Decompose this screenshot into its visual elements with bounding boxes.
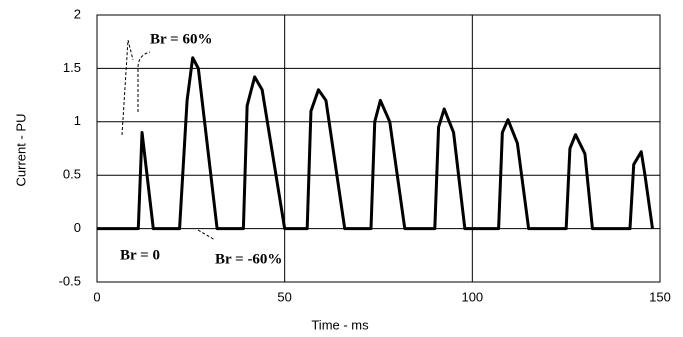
series-line: [97, 56, 654, 231]
annotation: Br = 60%: [150, 31, 212, 47]
y-tick-label: 0: [74, 220, 81, 235]
x-tick-label: 100: [461, 289, 483, 304]
x-tick-label: 150: [649, 289, 671, 304]
y-tick-label: 2: [74, 6, 81, 21]
x-tick-label: 50: [277, 289, 291, 304]
x-axis-label: Time - ms: [311, 317, 369, 332]
y-axis-label: Current - PU: [13, 114, 28, 187]
x-tick-label: 0: [93, 289, 100, 304]
y-tick-label: -0.5: [59, 273, 81, 288]
annotation-arrow: [197, 229, 216, 241]
annotation: Br = -60%: [215, 251, 282, 267]
annotation-arrow: [121, 39, 151, 136]
y-tick-label: 1: [74, 113, 81, 128]
y-tick-label: 0.5: [63, 167, 81, 182]
plot-frame: [96, 14, 661, 283]
y-tick-label: 1.5: [63, 60, 81, 75]
annotation: Br = 0: [120, 247, 160, 263]
